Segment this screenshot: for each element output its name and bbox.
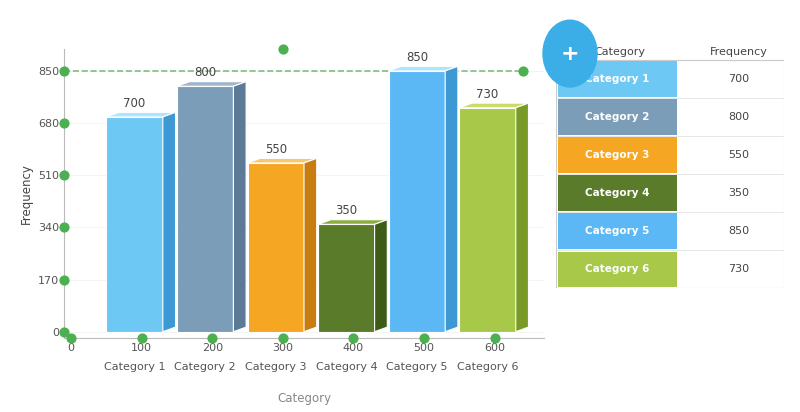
Point (58, 224, 70, 231)
Point (58, 172, 70, 178)
Polygon shape (516, 103, 529, 332)
FancyBboxPatch shape (558, 61, 677, 97)
Polygon shape (106, 112, 175, 117)
Polygon shape (389, 71, 445, 332)
X-axis label: Category: Category (277, 391, 331, 405)
Text: Category 6: Category 6 (586, 265, 650, 274)
Point (277, 335, 290, 341)
Polygon shape (445, 66, 458, 332)
Text: Category 1: Category 1 (104, 363, 166, 372)
Text: Frequency: Frequency (710, 47, 767, 57)
Point (58, 68, 70, 74)
Text: 550: 550 (728, 150, 749, 160)
Point (65, 335, 78, 341)
Point (418, 335, 430, 341)
Text: Category 2: Category 2 (586, 112, 650, 122)
FancyBboxPatch shape (558, 176, 677, 211)
Text: 800: 800 (194, 66, 216, 79)
Point (488, 335, 501, 341)
Text: Category 6: Category 6 (457, 363, 518, 372)
FancyBboxPatch shape (558, 99, 677, 135)
Polygon shape (318, 220, 387, 224)
FancyBboxPatch shape (558, 213, 677, 249)
Text: +: + (561, 44, 579, 63)
Text: 700: 700 (123, 97, 146, 110)
Polygon shape (177, 82, 246, 86)
Text: Category 4: Category 4 (315, 363, 377, 372)
Text: 850: 850 (728, 226, 749, 236)
Point (58, 328, 70, 335)
Polygon shape (163, 112, 175, 332)
Polygon shape (389, 66, 458, 71)
Text: Category 4: Category 4 (586, 188, 650, 198)
Text: Category 5: Category 5 (386, 363, 448, 372)
Polygon shape (374, 220, 387, 332)
Text: Category: Category (594, 47, 646, 57)
Text: 350: 350 (728, 188, 749, 198)
Point (58, 120, 70, 126)
Polygon shape (304, 158, 317, 332)
Text: 800: 800 (728, 112, 749, 122)
Polygon shape (247, 158, 317, 163)
Polygon shape (459, 103, 529, 108)
Text: Category 5: Category 5 (586, 226, 650, 236)
Polygon shape (106, 117, 163, 332)
Text: 850: 850 (406, 51, 428, 64)
Polygon shape (177, 86, 234, 332)
Text: 730: 730 (728, 265, 749, 274)
Text: Category 3: Category 3 (586, 150, 650, 160)
Text: 730: 730 (477, 88, 498, 101)
Polygon shape (318, 224, 374, 332)
Text: 700: 700 (728, 74, 749, 84)
Polygon shape (247, 163, 304, 332)
Polygon shape (459, 108, 516, 332)
Polygon shape (234, 82, 246, 332)
Text: Category 2: Category 2 (174, 363, 236, 372)
Text: Category 3: Category 3 (245, 363, 306, 372)
FancyBboxPatch shape (558, 137, 677, 173)
Point (206, 335, 218, 341)
Point (135, 335, 148, 341)
Text: Category 1: Category 1 (586, 74, 650, 84)
Text: 350: 350 (335, 204, 358, 217)
Point (277, 46, 290, 53)
Y-axis label: Frequency: Frequency (19, 163, 33, 224)
Point (517, 68, 530, 74)
FancyBboxPatch shape (558, 251, 677, 287)
Point (58, 276, 70, 283)
Point (347, 335, 360, 341)
Text: 550: 550 (265, 143, 287, 156)
Circle shape (543, 20, 597, 87)
